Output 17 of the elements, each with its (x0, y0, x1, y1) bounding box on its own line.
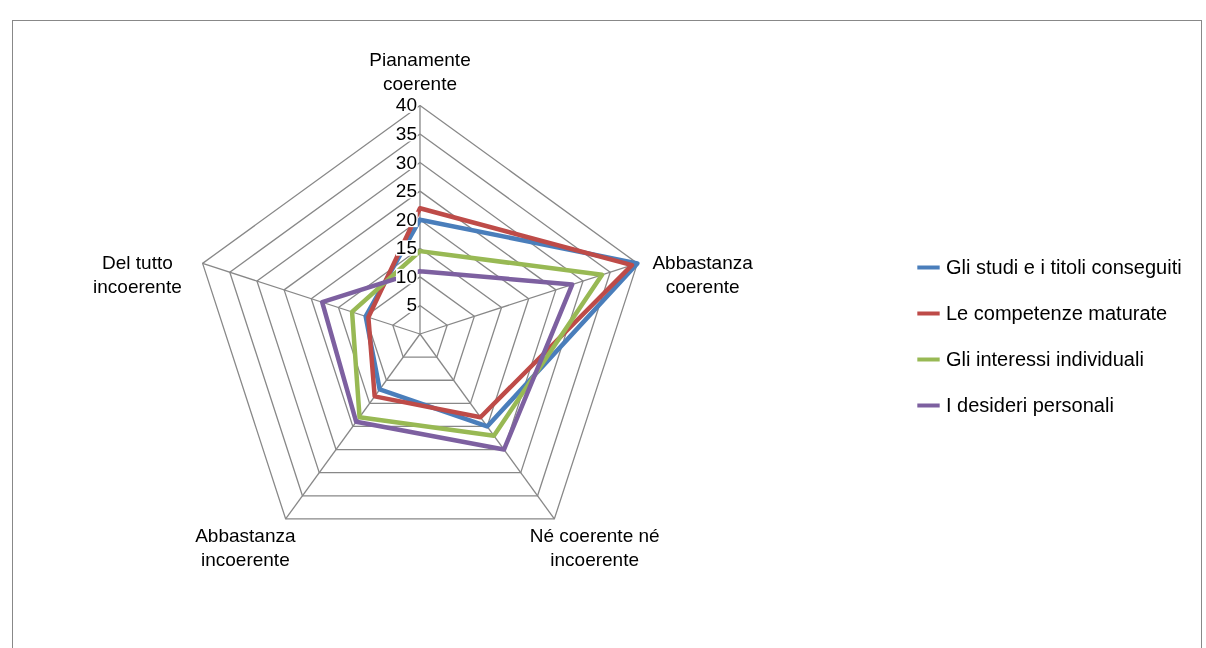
spoke-label: Abbastanza coerente (652, 252, 754, 298)
spoke-label: Né coerente né incoerente (529, 525, 660, 571)
legend-label: I desideri personali (946, 393, 1114, 416)
y-tick-label: 35 (395, 123, 417, 144)
y-tick-label: 5 (406, 294, 417, 316)
legend-label: Gli studi e i titoli conseguiti (946, 255, 1182, 278)
spoke-label: Del tutto incoerente (93, 252, 182, 298)
y-tick-label: 10 (395, 265, 417, 287)
y-tick-label: 40 (395, 94, 417, 116)
y-tick-label: 25 (395, 180, 417, 202)
y-tick-label: 20 (395, 208, 417, 230)
spoke-label: Pianamente coerente (369, 48, 471, 94)
spoke-label: Abbastanza incoerente (195, 525, 296, 571)
legend-label: Le competenze maturate (946, 301, 1168, 324)
legend-label: Gli interessi individuali (946, 347, 1144, 370)
y-tick-label: 30 (395, 151, 417, 173)
y-tick-label: 15 (395, 237, 417, 259)
